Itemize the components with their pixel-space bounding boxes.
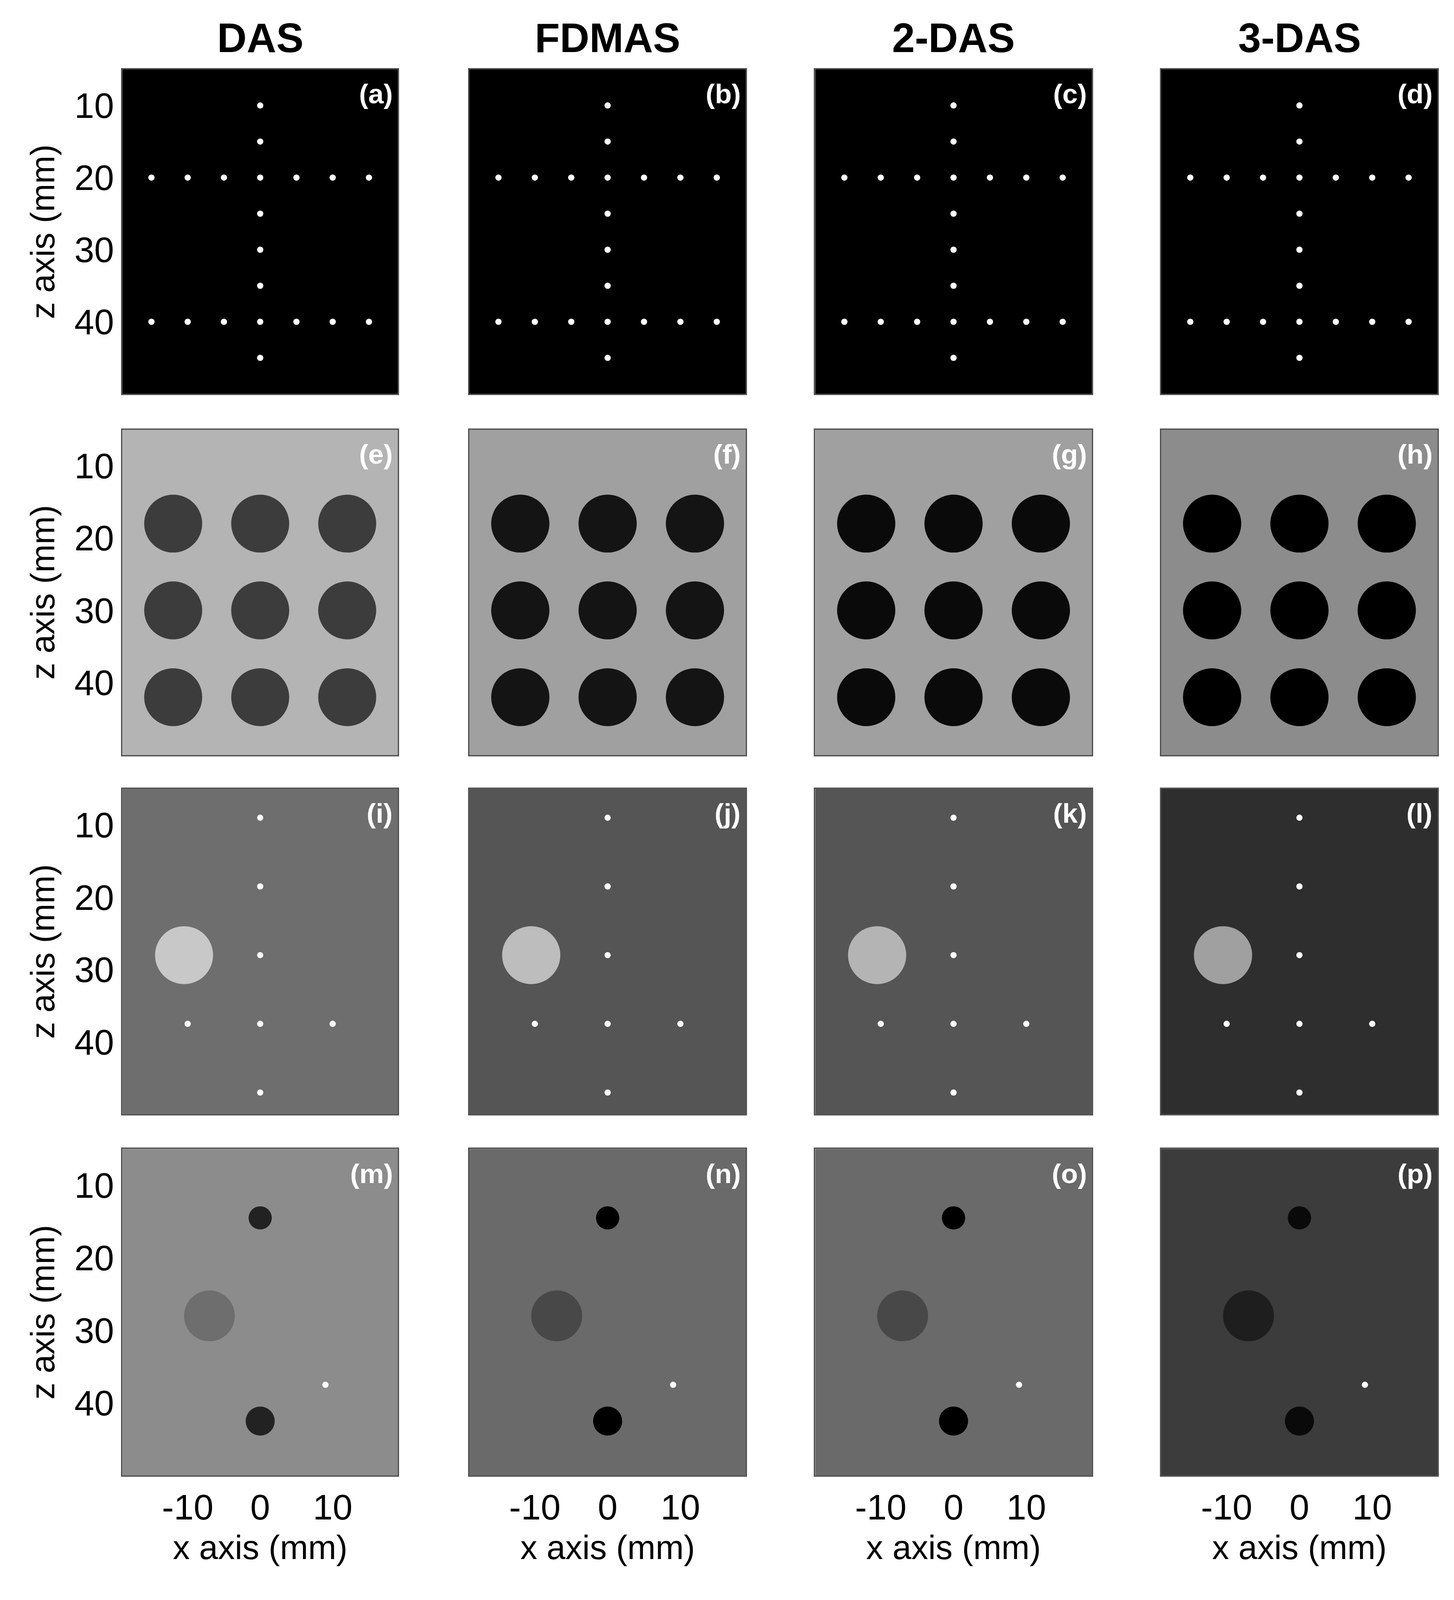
svg-text:0: 0: [1289, 1487, 1310, 1527]
svg-text:40: 40: [74, 662, 114, 703]
svg-text:(j): (j): [714, 797, 741, 829]
svg-text:10: 10: [1006, 1487, 1047, 1527]
svg-text:(m): (m): [350, 1158, 393, 1189]
svg-text:20: 20: [74, 1238, 114, 1278]
svg-text:x axis (mm): x axis (mm): [520, 1528, 695, 1567]
svg-text:-10: -10: [855, 1487, 907, 1527]
svg-text:(c): (c): [1053, 78, 1087, 110]
svg-text:x axis (mm): x axis (mm): [172, 1528, 348, 1567]
svg-text:3-DAS: 3-DAS: [1238, 15, 1362, 61]
svg-text:(e): (e): [359, 438, 393, 470]
svg-text:30: 30: [74, 590, 114, 631]
svg-text:0: 0: [597, 1487, 618, 1527]
svg-text:20: 20: [74, 877, 114, 918]
svg-text:z axis (mm): z axis (mm): [23, 144, 62, 320]
svg-text:10: 10: [74, 85, 114, 126]
svg-text:(o): (o): [1051, 1158, 1087, 1189]
svg-text:-10: -10: [161, 1487, 214, 1527]
svg-text:30: 30: [74, 230, 114, 270]
svg-text:(h): (h): [1397, 438, 1433, 470]
svg-text:-10: -10: [508, 1487, 561, 1527]
svg-text:(p): (p): [1397, 1158, 1433, 1189]
svg-text:(a): (a): [359, 78, 393, 110]
svg-text:-10: -10: [1200, 1487, 1253, 1527]
svg-text:z axis (mm): z axis (mm): [23, 864, 62, 1039]
svg-text:30: 30: [74, 949, 114, 990]
svg-text:FDMAS: FDMAS: [534, 15, 681, 61]
svg-text:10: 10: [74, 446, 114, 486]
svg-text:x axis (mm): x axis (mm): [866, 1528, 1042, 1567]
svg-text:10: 10: [74, 805, 114, 845]
svg-text:0: 0: [250, 1487, 271, 1527]
svg-text:(g): (g): [1051, 438, 1087, 470]
svg-text:10: 10: [660, 1487, 701, 1527]
svg-text:10: 10: [74, 1165, 114, 1206]
svg-text:(l): (l): [1406, 797, 1433, 829]
svg-text:10: 10: [312, 1487, 353, 1527]
svg-text:(i): (i): [366, 797, 393, 829]
svg-text:DAS: DAS: [217, 15, 304, 61]
svg-text:0: 0: [943, 1487, 964, 1527]
svg-text:40: 40: [74, 302, 114, 342]
svg-text:40: 40: [74, 1383, 114, 1423]
svg-text:(n): (n): [705, 1158, 741, 1189]
svg-text:20: 20: [74, 157, 114, 198]
svg-text:(f): (f): [713, 438, 741, 470]
svg-text:z axis (mm): z axis (mm): [23, 504, 62, 680]
svg-text:30: 30: [74, 1310, 114, 1351]
svg-text:(k): (k): [1053, 797, 1087, 829]
svg-text:(b): (b): [705, 78, 741, 110]
svg-text:z axis (mm): z axis (mm): [23, 1224, 62, 1400]
svg-text:(d): (d): [1397, 78, 1433, 110]
svg-text:10: 10: [1352, 1487, 1393, 1527]
svg-text:40: 40: [74, 1022, 114, 1063]
svg-text:x axis (mm): x axis (mm): [1211, 1528, 1387, 1567]
svg-text:20: 20: [74, 518, 114, 558]
svg-text:2-DAS: 2-DAS: [892, 15, 1015, 61]
